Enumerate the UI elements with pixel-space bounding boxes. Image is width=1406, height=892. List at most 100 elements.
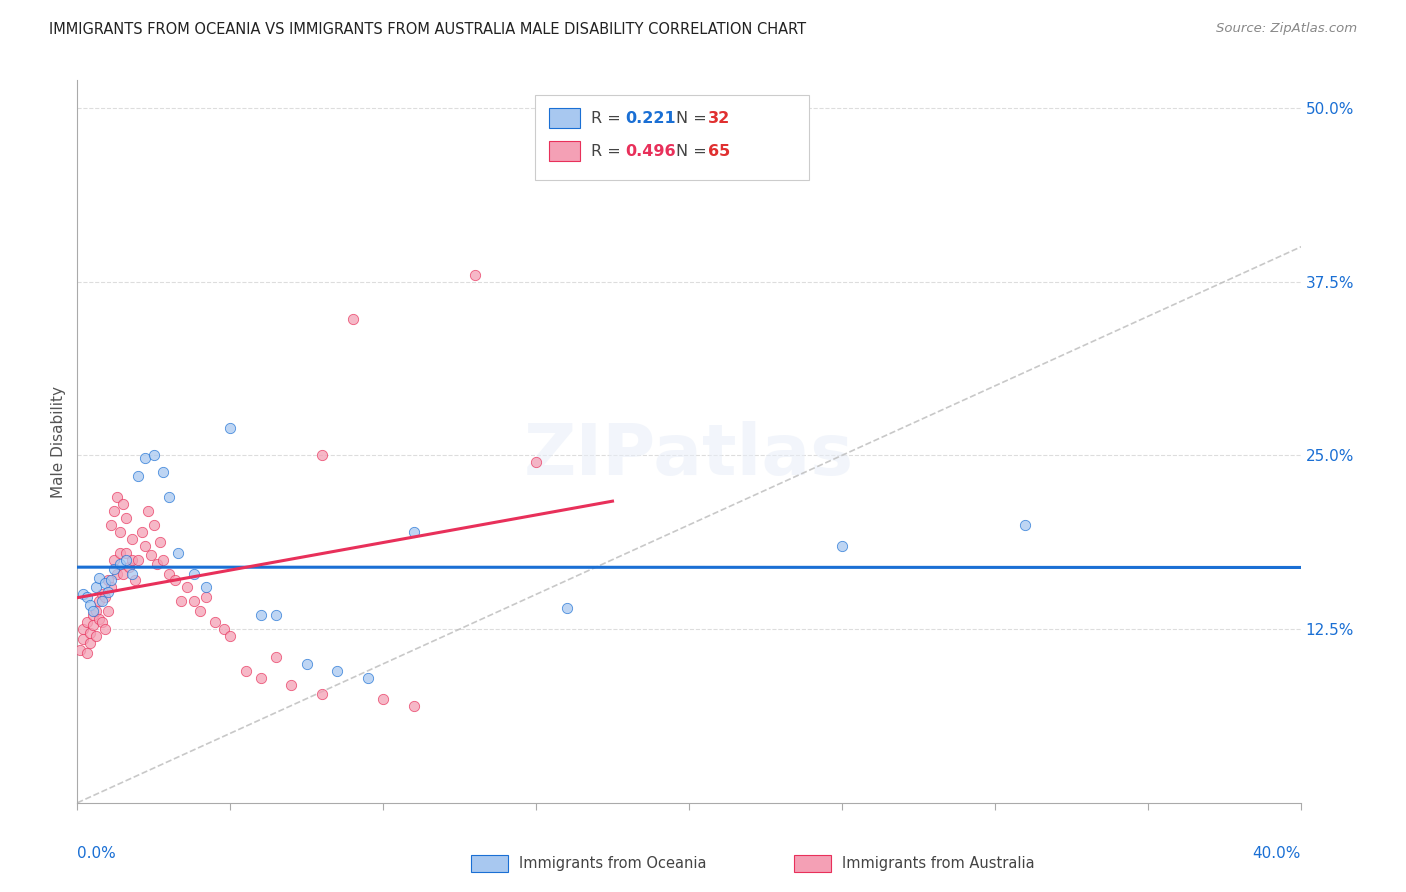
Point	[76, 590, 98, 604]
Point	[108, 557, 131, 571]
Point	[152, 465, 174, 479]
Text: 65: 65	[709, 144, 730, 159]
Text: N =: N =	[676, 111, 711, 126]
Point	[142, 449, 165, 463]
Text: 0.221: 0.221	[626, 111, 676, 126]
Point	[250, 608, 273, 623]
Point	[90, 615, 112, 630]
Point	[100, 517, 122, 532]
Point	[295, 657, 318, 671]
Point	[146, 557, 169, 571]
Point	[79, 599, 101, 613]
Point	[84, 629, 107, 643]
Text: 40.0%: 40.0%	[1253, 847, 1301, 861]
Point	[72, 587, 94, 601]
Point	[100, 574, 122, 588]
Point	[118, 559, 141, 574]
Point	[402, 698, 425, 713]
Point	[97, 574, 120, 588]
Point	[108, 524, 131, 539]
Text: 32: 32	[709, 111, 730, 126]
Point	[183, 566, 205, 581]
Point	[82, 604, 104, 618]
Point	[464, 268, 486, 282]
Point	[124, 574, 146, 588]
Point	[183, 594, 205, 608]
Point	[165, 574, 187, 588]
Point	[121, 566, 143, 581]
Point	[402, 524, 425, 539]
Point	[115, 511, 138, 525]
Point	[79, 626, 101, 640]
Point	[94, 590, 117, 604]
Point	[311, 449, 333, 463]
Text: R =: R =	[592, 144, 626, 159]
Point	[115, 552, 138, 566]
Point	[115, 546, 138, 560]
Point	[342, 312, 364, 326]
Point	[142, 517, 165, 532]
Point	[219, 420, 242, 434]
Point	[121, 532, 143, 546]
Text: Source: ZipAtlas.com: Source: ZipAtlas.com	[1216, 22, 1357, 36]
Point	[157, 566, 180, 581]
Point	[121, 552, 143, 566]
Point	[212, 622, 235, 636]
Point	[90, 587, 112, 601]
Text: Immigrants from Australia: Immigrants from Australia	[842, 856, 1035, 871]
Point	[188, 604, 211, 618]
Point	[152, 552, 174, 566]
Point	[149, 534, 172, 549]
Point	[127, 552, 149, 566]
Point	[371, 691, 394, 706]
Point	[105, 490, 128, 504]
Point	[72, 632, 94, 646]
Point	[112, 497, 135, 511]
Point	[105, 566, 128, 581]
Point	[134, 539, 156, 553]
Point	[194, 590, 217, 604]
Point	[157, 490, 180, 504]
Point	[112, 566, 135, 581]
Point	[139, 549, 162, 563]
Y-axis label: Male Disability: Male Disability	[51, 385, 66, 498]
Point	[90, 594, 112, 608]
Text: N =: N =	[676, 144, 711, 159]
Point	[69, 643, 91, 657]
Point	[219, 629, 242, 643]
Point	[87, 612, 110, 626]
Point	[87, 571, 110, 585]
Point	[97, 604, 120, 618]
Point	[831, 539, 853, 553]
Point	[167, 546, 190, 560]
Point	[100, 581, 122, 595]
Text: 0.496: 0.496	[626, 144, 676, 159]
Point	[103, 562, 125, 576]
Point	[94, 576, 117, 591]
Point	[264, 608, 287, 623]
Point	[280, 678, 302, 692]
Point	[97, 584, 120, 599]
Point	[76, 646, 98, 660]
Point	[76, 615, 98, 630]
Point	[87, 594, 110, 608]
Point	[127, 469, 149, 483]
Point	[204, 615, 226, 630]
Text: R =: R =	[592, 111, 626, 126]
Point	[311, 687, 333, 701]
Point	[170, 594, 193, 608]
Text: ZIPatlas: ZIPatlas	[524, 422, 853, 491]
Point	[136, 504, 159, 518]
Point	[84, 581, 107, 595]
Text: IMMIGRANTS FROM OCEANIA VS IMMIGRANTS FROM AUSTRALIA MALE DISABILITY CORRELATION: IMMIGRANTS FROM OCEANIA VS IMMIGRANTS FR…	[49, 22, 806, 37]
Point	[103, 504, 125, 518]
Point	[84, 604, 107, 618]
Point	[555, 601, 578, 615]
Point	[134, 451, 156, 466]
Point	[264, 649, 287, 664]
Point	[94, 622, 117, 636]
Point	[194, 581, 217, 595]
Point	[235, 664, 257, 678]
Point	[176, 581, 198, 595]
Point	[82, 608, 104, 623]
